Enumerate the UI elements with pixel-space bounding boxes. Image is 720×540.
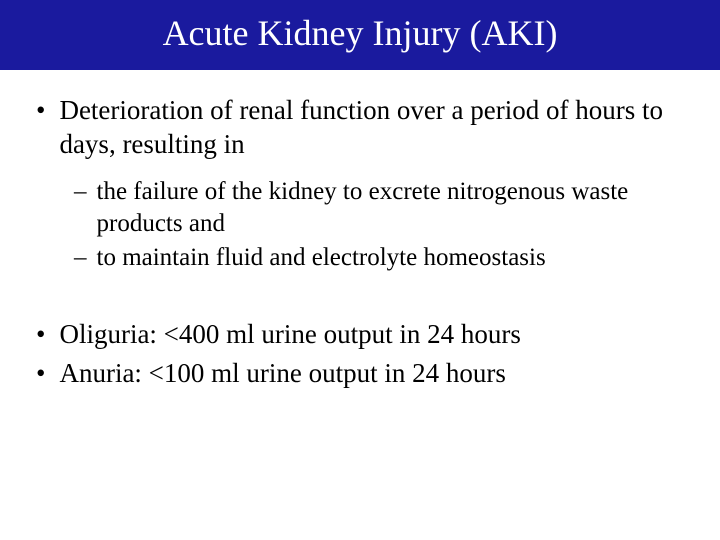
spacer: [34, 168, 686, 176]
bullet-marker: –: [74, 242, 87, 274]
bullet-marker: •: [36, 94, 45, 128]
bullet-text: Deterioration of renal function over a p…: [59, 94, 686, 162]
title-bar: Acute Kidney Injury (AKI): [0, 0, 720, 70]
slide-body: • Deterioration of renal function over a…: [0, 70, 720, 391]
bullet-marker: •: [36, 357, 45, 391]
bullet-marker: •: [36, 318, 45, 352]
bullet-level1: • Deterioration of renal function over a…: [34, 94, 686, 162]
bullet-text: Anuria: <100 ml urine output in 24 hours: [59, 357, 505, 391]
bullet-level2: – the failure of the kidney to excrete n…: [74, 176, 686, 240]
slide-container: Acute Kidney Injury (AKI) • Deterioratio…: [0, 0, 720, 540]
bullet-text: to maintain fluid and electrolyte homeos…: [97, 242, 546, 274]
bullet-level1: • Anuria: <100 ml urine output in 24 hou…: [34, 357, 686, 391]
slide-title: Acute Kidney Injury (AKI): [163, 13, 558, 53]
bullet-text: the failure of the kidney to excrete nit…: [97, 176, 687, 240]
bullet-marker: –: [74, 176, 87, 208]
spacer: [34, 276, 686, 318]
bullet-level1: • Oliguria: <400 ml urine output in 24 h…: [34, 318, 686, 352]
bullet-level2: – to maintain fluid and electrolyte home…: [74, 242, 686, 274]
bullet-text: Oliguria: <400 ml urine output in 24 hou…: [59, 318, 520, 352]
